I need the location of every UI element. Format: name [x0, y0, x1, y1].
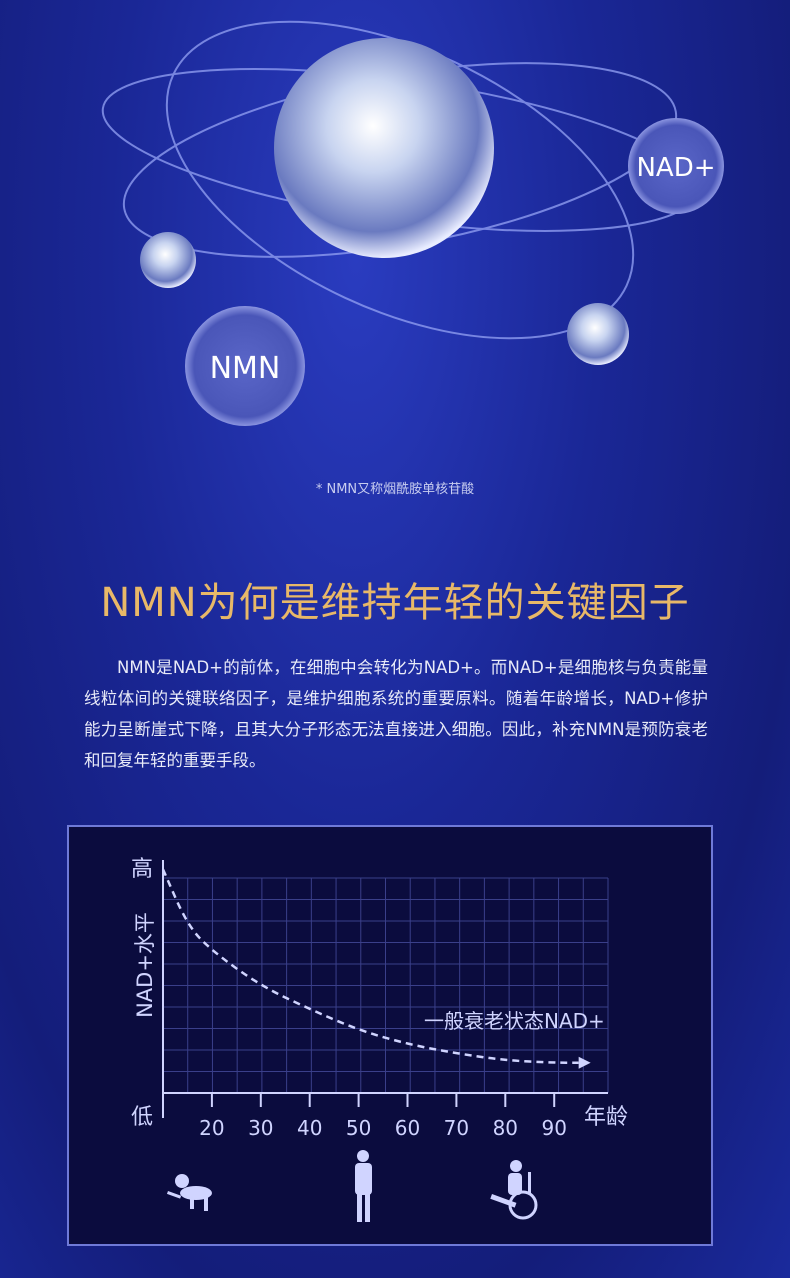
curve-arrowhead — [578, 1056, 591, 1069]
baby-crawling-icon — [166, 1174, 212, 1211]
page-title: NMN为何是维持年轻的关键因子 — [100, 580, 690, 626]
x-tick-label: 40 — [297, 1116, 322, 1140]
nmn-bubble-label: NMN — [210, 351, 281, 386]
body-paragraph: NMN是NAD+的前体，在细胞中会转化为NAD+。而NAD+是细胞核与负责能量线… — [84, 658, 708, 770]
x-axis-label: 年龄 — [584, 1105, 628, 1130]
x-tick-label: 30 — [248, 1116, 273, 1140]
chart-panel: 20 30 40 50 60 70 80 90 年龄 高低 NAD+水平一般衰老状态NAD+ — [67, 825, 713, 1246]
series-label: 一般衰老状态NAD+ — [424, 1009, 605, 1033]
x-tick-label: 70 — [444, 1116, 469, 1140]
adult-standing-icon — [355, 1150, 372, 1222]
large-sphere — [274, 38, 494, 258]
small-sphere — [567, 303, 629, 365]
x-tick-label: 50 — [346, 1116, 371, 1140]
small-sphere — [140, 232, 196, 288]
nmn-bubble: NMN — [185, 306, 305, 426]
elderly-wheelchair-icon — [490, 1160, 538, 1220]
y-axis-label: NAD+水平 — [133, 912, 157, 1018]
footnote: * NMN又称烟酰胺单核苷酸 — [315, 482, 475, 497]
nad-curve — [161, 868, 579, 1064]
y-high-label: 高 — [131, 857, 153, 882]
nad-bubble: NAD+ — [628, 118, 724, 214]
x-tick-label: 90 — [541, 1116, 566, 1140]
x-tick-label: 60 — [395, 1116, 420, 1140]
x-tick-label: 20 — [199, 1116, 224, 1140]
hero-molecule-illustration: NAD+ NMN — [101, 20, 724, 426]
x-tick-label: 80 — [493, 1116, 518, 1140]
y-low-label: 低 — [131, 1105, 153, 1130]
nad-bubble-label: NAD+ — [636, 153, 715, 183]
